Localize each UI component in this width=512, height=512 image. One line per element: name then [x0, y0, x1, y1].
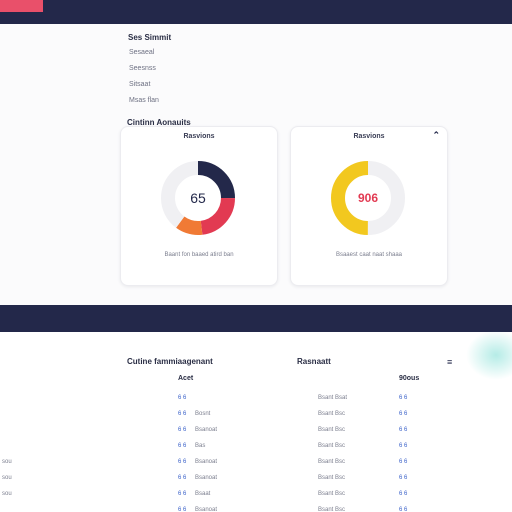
table-cell-amount: 6 6 — [399, 475, 408, 481]
nav-item[interactable]: Seesnss — [129, 65, 156, 72]
table-cell-amount: 6 6 — [399, 507, 408, 512]
menu-icon[interactable]: ≡ — [447, 357, 453, 367]
table-cell-account-name: Bsanoat — [195, 507, 218, 512]
chevron-up-icon[interactable]: ⌃ — [432, 130, 440, 140]
nav-title: Ses Simmit — [128, 33, 172, 42]
donut-segment-1 — [331, 161, 405, 235]
table-cell-account-id: 6 6 — [178, 427, 187, 433]
row-label: sou — [2, 491, 12, 497]
table-cell-account-name: Bsanoat — [195, 427, 218, 433]
table-panel — [0, 332, 512, 512]
table-cell-account-name: Bas — [195, 443, 206, 449]
table-cell-account-name: Bsaat — [195, 491, 211, 497]
table-cell-account-id: 6 6 — [178, 395, 187, 401]
table-cell-result: Bsant Bsc — [318, 475, 346, 481]
nav-item[interactable]: Sitsaat — [129, 81, 151, 88]
section-title: Cintinn Aonauits — [127, 118, 191, 127]
card-title: Rasvions — [183, 133, 215, 140]
metric-card-1: Rasvions 65 Baant fon baaed atird ban — [120, 126, 278, 286]
table-cell-account-id: 6 6 — [178, 507, 187, 512]
card-caption: Baant fon baaed atird ban — [164, 252, 234, 258]
donut-chart — [161, 161, 235, 235]
table-cell-amount: 6 6 — [399, 443, 408, 449]
table-cell-result: Bsant Bsc — [318, 427, 346, 433]
column-header-account: Acet — [178, 375, 194, 382]
table-cell-account-id: 6 6 — [178, 459, 187, 465]
table-cell-result: Bsant Bsat — [318, 395, 348, 401]
donut-value: 906 — [357, 191, 379, 205]
donut-value: 65 — [190, 190, 206, 206]
table-cell-account-id: 6 6 — [178, 491, 187, 497]
metric-card-2: Rasvions ⌃ 906 Bsaaest caat naat shaaa — [290, 126, 448, 286]
card-caption: Bsaaest caat naat shaaa — [335, 252, 403, 258]
table-cell-account-name: Bsanoat — [195, 459, 218, 465]
table-cell-amount: 6 6 — [399, 427, 408, 433]
table-cell-account-id: 6 6 — [178, 443, 187, 449]
row-label: sou — [2, 459, 12, 465]
table-cell-account-id: 6 6 — [178, 411, 187, 417]
nav-item[interactable]: Sesaeal — [129, 49, 155, 56]
table-cell-result: Bsant Bsc — [318, 459, 346, 465]
table-cell-result: Bsant Bsc — [318, 443, 346, 449]
donut-segment-2 — [161, 161, 235, 235]
section-divider-bar — [0, 305, 512, 332]
table-header-left: Cutine fammiaagenant — [127, 357, 213, 366]
table-cell-amount: 6 6 — [399, 395, 408, 401]
decorative-glow — [466, 330, 512, 380]
table-cell-result: Bsant Bsc — [318, 491, 346, 497]
row-label: sou — [2, 475, 12, 481]
donut-chart — [331, 161, 405, 235]
table-cell-result: Bsant Bsc — [318, 411, 346, 417]
table-cell-amount: 6 6 — [399, 459, 408, 465]
table-header-right: Rasnaatt — [297, 357, 331, 366]
column-header-amount: 90ous — [399, 375, 420, 382]
table-cell-account-name: Bosnt — [195, 411, 211, 417]
donut-segment-3 — [161, 161, 235, 235]
card-title: Rasvions — [353, 133, 385, 140]
top-navigation-bar — [0, 0, 512, 24]
table-cell-amount: 6 6 — [399, 411, 408, 417]
table-cell-account-id: 6 6 — [178, 475, 187, 481]
brand-accent-tab[interactable] — [0, 0, 43, 12]
table-cell-result: Bsant Bsc — [318, 507, 346, 512]
nav-item[interactable]: Msas flan — [129, 97, 159, 104]
table-cell-account-name: Bsanoat — [195, 475, 218, 481]
table-cell-amount: 6 6 — [399, 491, 408, 497]
